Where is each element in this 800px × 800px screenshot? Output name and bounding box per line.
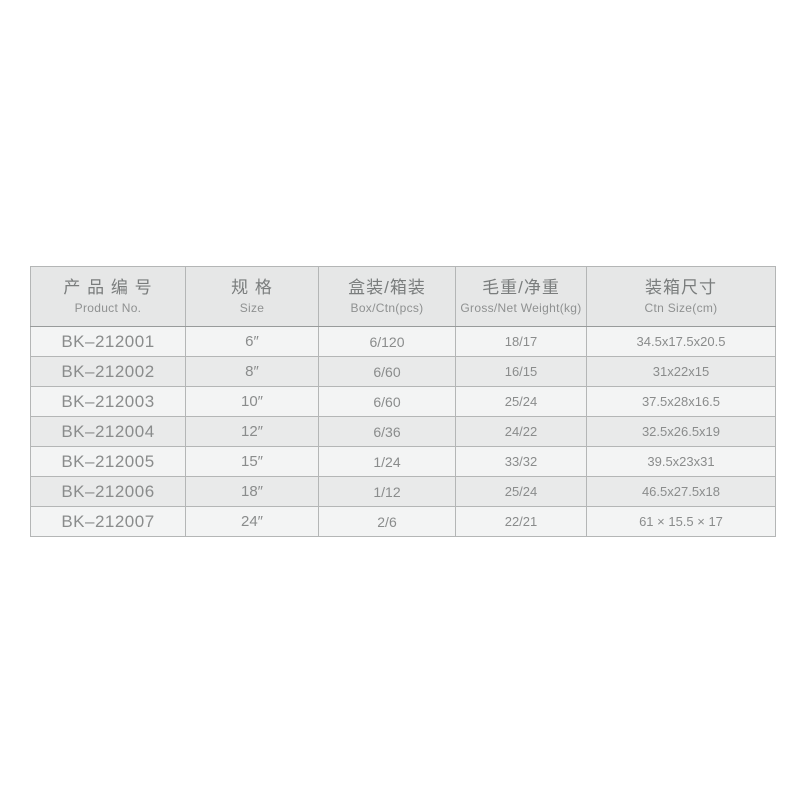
cell-size: 15″ <box>185 446 319 477</box>
cell-weight: 25/24 <box>455 386 587 417</box>
header-ctn-size-zh: 装箱尺寸 <box>645 278 717 298</box>
cell-weight: 16/15 <box>455 356 587 387</box>
cell-ctn-size: 37.5x28x16.5 <box>586 386 776 417</box>
header-weight-en: Gross/Net Weight(kg) <box>460 300 582 315</box>
cell-size: 12″ <box>185 416 319 447</box>
cell-box-ctn: 6/36 <box>318 416 456 447</box>
cell-size: 6″ <box>185 326 319 357</box>
cell-size: 10″ <box>185 386 319 417</box>
table-row: BK–212004 12″ 6/36 24/22 32.5x26.5x19 <box>30 416 776 447</box>
cell-weight: 24/22 <box>455 416 587 447</box>
cell-product-no: BK–212005 <box>30 446 186 477</box>
cell-product-no: BK–212003 <box>30 386 186 417</box>
cell-ctn-size: 34.5x17.5x20.5 <box>586 326 776 357</box>
header-box-ctn-zh: 盒装/箱装 <box>348 278 426 298</box>
header-ctn-size-en: Ctn Size(cm) <box>644 300 718 315</box>
table-row: BK–212002 8″ 6/60 16/15 31x22x15 <box>30 356 776 387</box>
cell-product-no: BK–212002 <box>30 356 186 387</box>
header-size-zh: 规 格 <box>231 278 273 298</box>
table-row: BK–212007 24″ 2/6 22/21 61 × 15.5 × 17 <box>30 506 776 537</box>
cell-ctn-size: 39.5x23x31 <box>586 446 776 477</box>
cell-box-ctn: 6/60 <box>318 356 456 387</box>
cell-product-no: BK–212006 <box>30 476 186 507</box>
cell-weight: 18/17 <box>455 326 587 357</box>
cell-product-no: BK–212001 <box>30 326 186 357</box>
cell-product-no: BK–212004 <box>30 416 186 447</box>
cell-size: 24″ <box>185 506 319 537</box>
cell-box-ctn: 1/12 <box>318 476 456 507</box>
table-row: BK–212005 15″ 1/24 33/32 39.5x23x31 <box>30 446 776 477</box>
cell-box-ctn: 6/60 <box>318 386 456 417</box>
header-product-no-zh: 产 品 编 号 <box>63 278 153 298</box>
cell-box-ctn: 6/120 <box>318 326 456 357</box>
header-weight-zh: 毛重/净重 <box>482 278 560 298</box>
header-row: 产 品 编 号 Product No. 规 格 Size 盒装/箱装 Box/C… <box>30 266 776 327</box>
table-body: BK–212001 6″ 6/120 18/17 34.5x17.5x20.5 BK–21… <box>30 326 776 537</box>
header-product-no-en: Product No. <box>74 300 142 315</box>
table-row: BK–212003 10″ 6/60 25/24 37.5x28x16.5 <box>30 386 776 417</box>
product-spec-table: 产 品 编 号 Product No. 规 格 Size 盒装/箱装 Box/C… <box>30 266 776 537</box>
cell-weight: 25/24 <box>455 476 587 507</box>
cell-ctn-size: 61 × 15.5 × 17 <box>586 506 776 537</box>
cell-weight: 33/32 <box>455 446 587 477</box>
header-size-en: Size <box>239 300 265 315</box>
table-row: BK–212001 6″ 6/120 18/17 34.5x17.5x20.5 <box>30 326 776 357</box>
cell-product-no: BK–212007 <box>30 506 186 537</box>
column-header-weight: 毛重/净重 Gross/Net Weight(kg) <box>455 266 587 327</box>
column-header-size: 规 格 Size <box>185 266 319 327</box>
cell-weight: 22/21 <box>455 506 587 537</box>
column-header-box-ctn: 盒装/箱装 Box/Ctn(pcs) <box>318 266 456 327</box>
table-row: BK–212006 18″ 1/12 25/24 46.5x27.5x18 <box>30 476 776 507</box>
cell-size: 8″ <box>185 356 319 387</box>
header-box-ctn-en: Box/Ctn(pcs) <box>350 300 424 315</box>
cell-ctn-size: 31x22x15 <box>586 356 776 387</box>
product-spec-table-container: 产 品 编 号 Product No. 规 格 Size 盒装/箱装 Box/C… <box>30 266 776 537</box>
cell-box-ctn: 2/6 <box>318 506 456 537</box>
column-header-ctn-size: 装箱尺寸 Ctn Size(cm) <box>586 266 776 327</box>
table-header: 产 品 编 号 Product No. 规 格 Size 盒装/箱装 Box/C… <box>30 266 776 327</box>
cell-ctn-size: 46.5x27.5x18 <box>586 476 776 507</box>
column-header-product-no: 产 品 编 号 Product No. <box>30 266 186 327</box>
cell-box-ctn: 1/24 <box>318 446 456 477</box>
cell-ctn-size: 32.5x26.5x19 <box>586 416 776 447</box>
cell-size: 18″ <box>185 476 319 507</box>
